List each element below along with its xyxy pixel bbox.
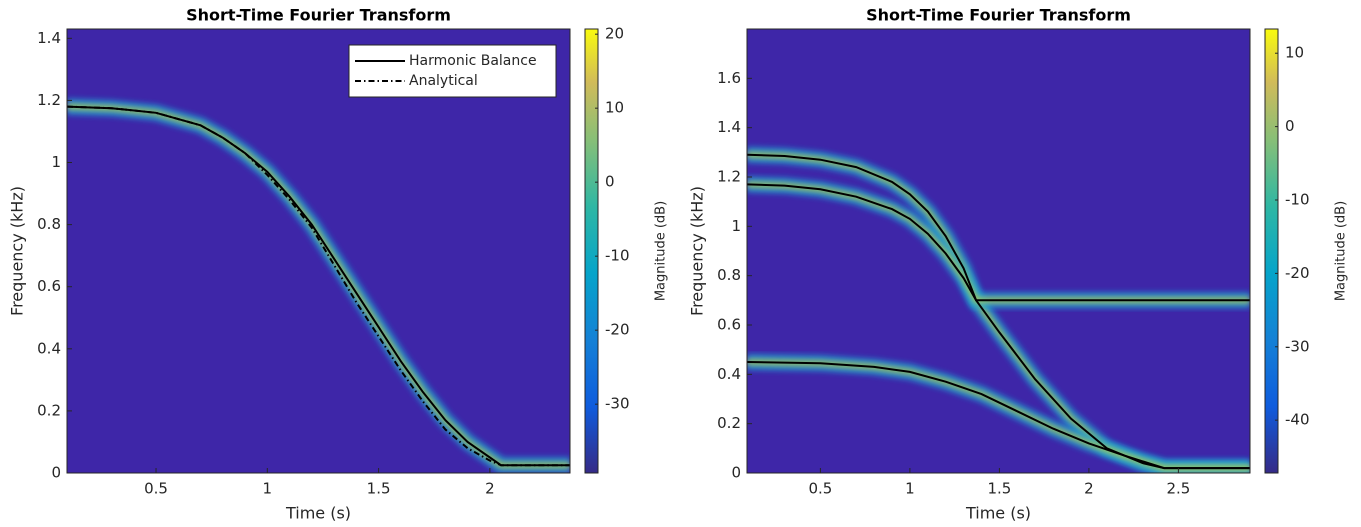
legend-label: Analytical [409, 73, 478, 89]
colorbar [584, 28, 599, 474]
colorbar-tick-label: 20 [605, 25, 624, 43]
y-tick-label: 1.4 [717, 118, 741, 136]
colorbar-tick-label: 10 [605, 99, 624, 117]
series-line [747, 183, 1250, 302]
legend-label: Harmonic Balance [409, 53, 537, 69]
x-tick-label: 0.5 [144, 480, 168, 498]
x-tick-label: 2 [485, 480, 495, 498]
plot-background [67, 29, 570, 473]
series-line [747, 361, 1250, 470]
colorbar-tick-label: -20 [605, 321, 630, 339]
colorbar-label: Magnitude (dB) [1334, 201, 1349, 301]
y-tick-label: 0.2 [717, 414, 741, 432]
chart-title: Short-Time Fourier Transform [866, 6, 1131, 25]
x-tick-label: 1 [905, 480, 915, 498]
y-tick-label: 0 [731, 464, 741, 482]
colorbar-tick-label: -40 [1285, 411, 1310, 429]
y-tick-label: 1 [51, 153, 61, 171]
series-line [67, 105, 570, 467]
y-tick-label: 0.4 [37, 339, 61, 357]
y-tick-label: 0.2 [37, 401, 61, 419]
y-tick-label: 0.8 [717, 266, 741, 284]
y-tick-label: 1.2 [37, 91, 61, 109]
y-axis-label: Frequency (kHz) [688, 186, 707, 316]
colorbar-tick-label: 0 [1285, 117, 1295, 135]
y-tick-label: 0.8 [37, 215, 61, 233]
plot-area [747, 146, 1250, 473]
colorbar-tick-label: -10 [605, 247, 630, 265]
axes-box [746, 28, 1251, 474]
colorbar-tick-label: -20 [1285, 264, 1310, 282]
y-tick-label: 0 [51, 464, 61, 482]
x-tick-label: 0.5 [808, 480, 832, 498]
colorbar [1264, 28, 1279, 474]
x-tick-label: 1.5 [367, 480, 391, 498]
y-tick-label: 1.2 [717, 168, 741, 186]
x-axis-label: Time (s) [965, 504, 1031, 523]
legend-box [348, 44, 557, 98]
x-tick-label: 1 [263, 480, 273, 498]
y-tick-label: 1 [731, 217, 741, 235]
chart-title: Short-Time Fourier Transform [186, 6, 451, 25]
y-tick-label: 1.6 [717, 69, 741, 87]
y-tick-label: 0.6 [717, 316, 741, 334]
colorbar-tick-label: 10 [1285, 44, 1304, 62]
y-tick-label: 1.4 [37, 29, 61, 47]
plot-area [67, 98, 570, 473]
colorbar-label: Magnitude (dB) [654, 201, 669, 301]
colorbar-tick-label: -10 [1285, 190, 1310, 208]
y-tick-label: 0.6 [37, 277, 61, 295]
y-tick-label: 0.4 [717, 365, 741, 383]
colorbar-tick-label: -30 [605, 395, 630, 413]
y-axis-label: Frequency (kHz) [8, 186, 27, 316]
x-tick-label: 2 [1084, 480, 1094, 498]
x-tick-label: 2.5 [1166, 480, 1190, 498]
x-axis-label: Time (s) [285, 504, 351, 523]
x-tick-label: 1.5 [987, 480, 1011, 498]
axes-box [66, 28, 571, 474]
colorbar-tick-label: -30 [1285, 337, 1310, 355]
colorbar-tick-label: 0 [605, 173, 615, 191]
